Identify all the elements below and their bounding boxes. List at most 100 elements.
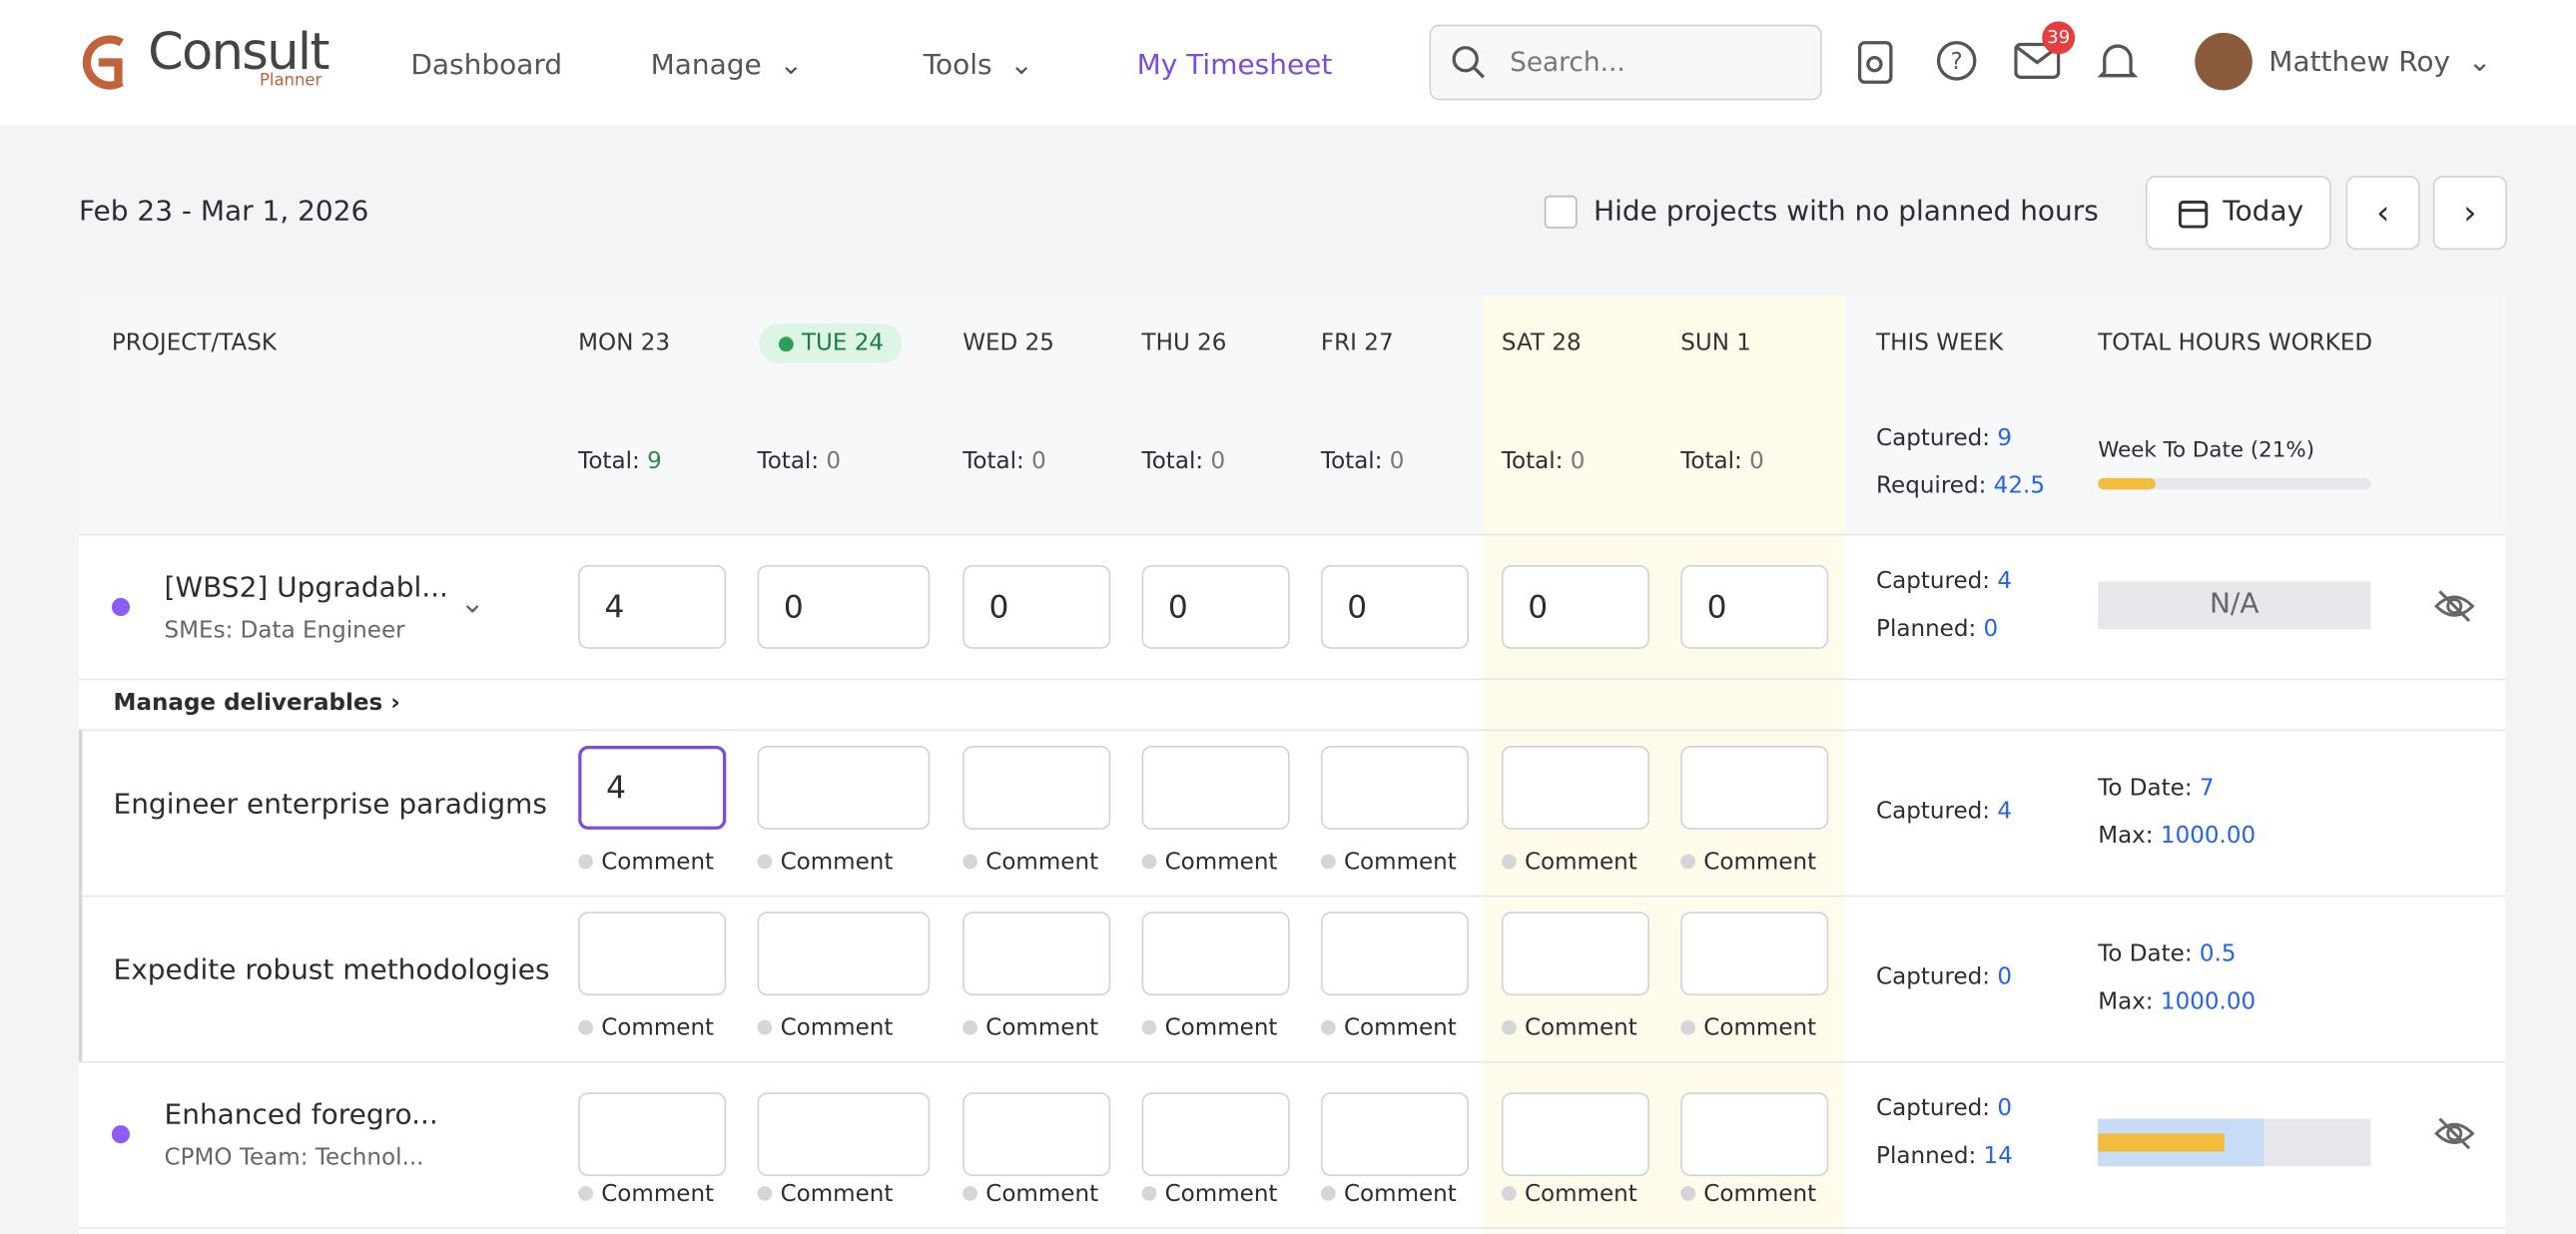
label: Planned:	[1876, 1143, 1977, 1170]
hours-input[interactable]	[578, 1092, 727, 1177]
hide-icon[interactable]	[2433, 588, 2476, 632]
hours-input[interactable]	[1501, 746, 1649, 830]
comment-link[interactable]: Comment	[578, 850, 714, 876]
hours-input[interactable]: 4	[578, 565, 727, 649]
comment-link[interactable]: Comment	[963, 1181, 1098, 1207]
comment-text: Comment	[780, 849, 894, 877]
prev-week[interactable]: ‹	[2345, 176, 2420, 251]
comment-link[interactable]: Comment	[1320, 1181, 1457, 1208]
hours-input[interactable]: 0	[1501, 565, 1649, 649]
comment-link[interactable]: Comment	[963, 850, 1098, 876]
hours-input[interactable]	[1141, 746, 1290, 830]
hours-input[interactable]	[1141, 1092, 1290, 1177]
nav-link[interactable]: Tools ⌄	[923, 49, 1033, 83]
comment-dot	[1320, 1019, 1336, 1035]
comment-link[interactable]: Comment	[1141, 850, 1277, 876]
comment-link[interactable]: Comment	[1680, 850, 1816, 876]
total-label: Total:	[578, 448, 640, 475]
hours-input[interactable]	[1501, 912, 1649, 996]
hours-input[interactable]	[1320, 1092, 1469, 1177]
comment-link[interactable]: Comment	[1501, 1015, 1637, 1041]
column-header: SAT 28	[1501, 329, 1582, 357]
comment-link[interactable]: Comment	[578, 1015, 714, 1041]
comment-link[interactable]: Comment	[578, 1181, 714, 1207]
week-required: Required: 42.5	[1876, 473, 2045, 499]
comment-link[interactable]: Comment	[963, 1015, 1098, 1041]
label: Captured:	[1876, 1095, 1991, 1122]
hours-input[interactable]	[1320, 746, 1469, 830]
avatar[interactable]	[2195, 32, 2253, 91]
comment-dot	[1320, 854, 1336, 870]
comment-dot	[1501, 854, 1517, 870]
comment-text: Comment	[780, 1181, 894, 1208]
hours-input[interactable]	[1680, 1092, 1829, 1177]
task-left-border	[78, 729, 83, 896]
comment-text: Comment	[601, 849, 715, 877]
today-button[interactable]: Today	[2145, 176, 2331, 251]
comment-link[interactable]: Comment	[1320, 850, 1457, 876]
hours-input[interactable]: 0	[1141, 565, 1290, 649]
project-dot	[111, 597, 130, 617]
row-divider	[78, 895, 2506, 898]
hours-input[interactable]	[963, 1092, 1111, 1177]
value: 4	[1997, 568, 2013, 595]
day-total: Total: 0	[1680, 448, 1764, 474]
comment-link[interactable]: Comment	[1680, 1015, 1816, 1041]
row-planned: Planned: 14	[1876, 1143, 2013, 1169]
hours-input[interactable]	[757, 1092, 931, 1177]
hours-input[interactable]	[1680, 912, 1829, 996]
comment-dot	[578, 1019, 593, 1035]
comment-link[interactable]: Comment	[1141, 1181, 1277, 1207]
hours-input[interactable]: 0	[1320, 565, 1469, 649]
day-total: Total: 0	[1142, 448, 1226, 474]
hours-input[interactable]	[963, 746, 1111, 830]
nav-link[interactable]: Dashboard	[410, 49, 563, 83]
hours-input[interactable]: 0	[757, 565, 931, 649]
hours-input[interactable]	[1320, 912, 1469, 996]
value: 0.5	[2199, 940, 2237, 968]
user-menu[interactable]: Matthew Roy ⌄	[2268, 46, 2492, 79]
total-label: Total:	[1501, 448, 1564, 475]
hours-input[interactable]	[1680, 746, 1829, 830]
comment-link[interactable]: Comment	[757, 849, 894, 877]
manage-deliverables[interactable]: Manage deliverables ›	[113, 690, 400, 717]
comment-link[interactable]: Comment	[1320, 1014, 1457, 1042]
total-value: 0	[1749, 448, 1764, 475]
help-icon[interactable]: ?	[1935, 39, 1978, 82]
comment-dot	[1320, 1185, 1336, 1201]
hours-input[interactable]: 0	[1680, 565, 1829, 649]
expand-toggle[interactable]: ⌄	[459, 586, 485, 621]
calendar-icon	[2178, 200, 2209, 229]
nav-link[interactable]: My Timesheet	[1136, 49, 1333, 83]
hours-input[interactable]: 0	[963, 565, 1111, 649]
hours-input[interactable]	[1501, 1092, 1649, 1177]
hours-input[interactable]	[1141, 912, 1290, 996]
bell-icon[interactable]	[2097, 39, 2140, 85]
hours-input[interactable]	[757, 746, 931, 830]
row-captured: Captured: 0	[1876, 1095, 2012, 1121]
comment-text: Comment	[1343, 1181, 1457, 1208]
search-box[interactable]: Search...	[1429, 24, 1822, 101]
comment-link[interactable]: Comment	[1501, 850, 1637, 876]
report-icon[interactable]	[1856, 39, 1895, 85]
next-week[interactable]: ›	[2432, 176, 2507, 251]
hours-input[interactable]	[963, 912, 1111, 996]
hide-icon[interactable]	[2433, 1115, 2476, 1159]
checkbox[interactable]	[1544, 195, 1578, 229]
column-header: TUE 24	[801, 329, 885, 357]
comment-link[interactable]: Comment	[1501, 1181, 1637, 1207]
progress-fill	[2098, 1133, 2225, 1152]
comment-text: Comment	[1343, 1014, 1457, 1042]
hours-input[interactable]	[757, 912, 931, 996]
comment-link[interactable]: Comment	[1141, 1015, 1277, 1041]
nav-link[interactable]: Manage ⌄	[650, 49, 803, 83]
hours-input[interactable]: 4	[578, 746, 727, 830]
comment-link[interactable]: Comment	[1680, 1181, 1816, 1207]
checkbox-label[interactable]: Hide projects with no planned hours	[1594, 195, 2099, 229]
hours-input[interactable]	[578, 912, 727, 996]
comment-dot	[757, 1019, 773, 1035]
comment-link[interactable]: Comment	[757, 1181, 894, 1208]
comment-link[interactable]: Comment	[757, 1015, 893, 1041]
nav-text: Manage	[650, 49, 762, 83]
